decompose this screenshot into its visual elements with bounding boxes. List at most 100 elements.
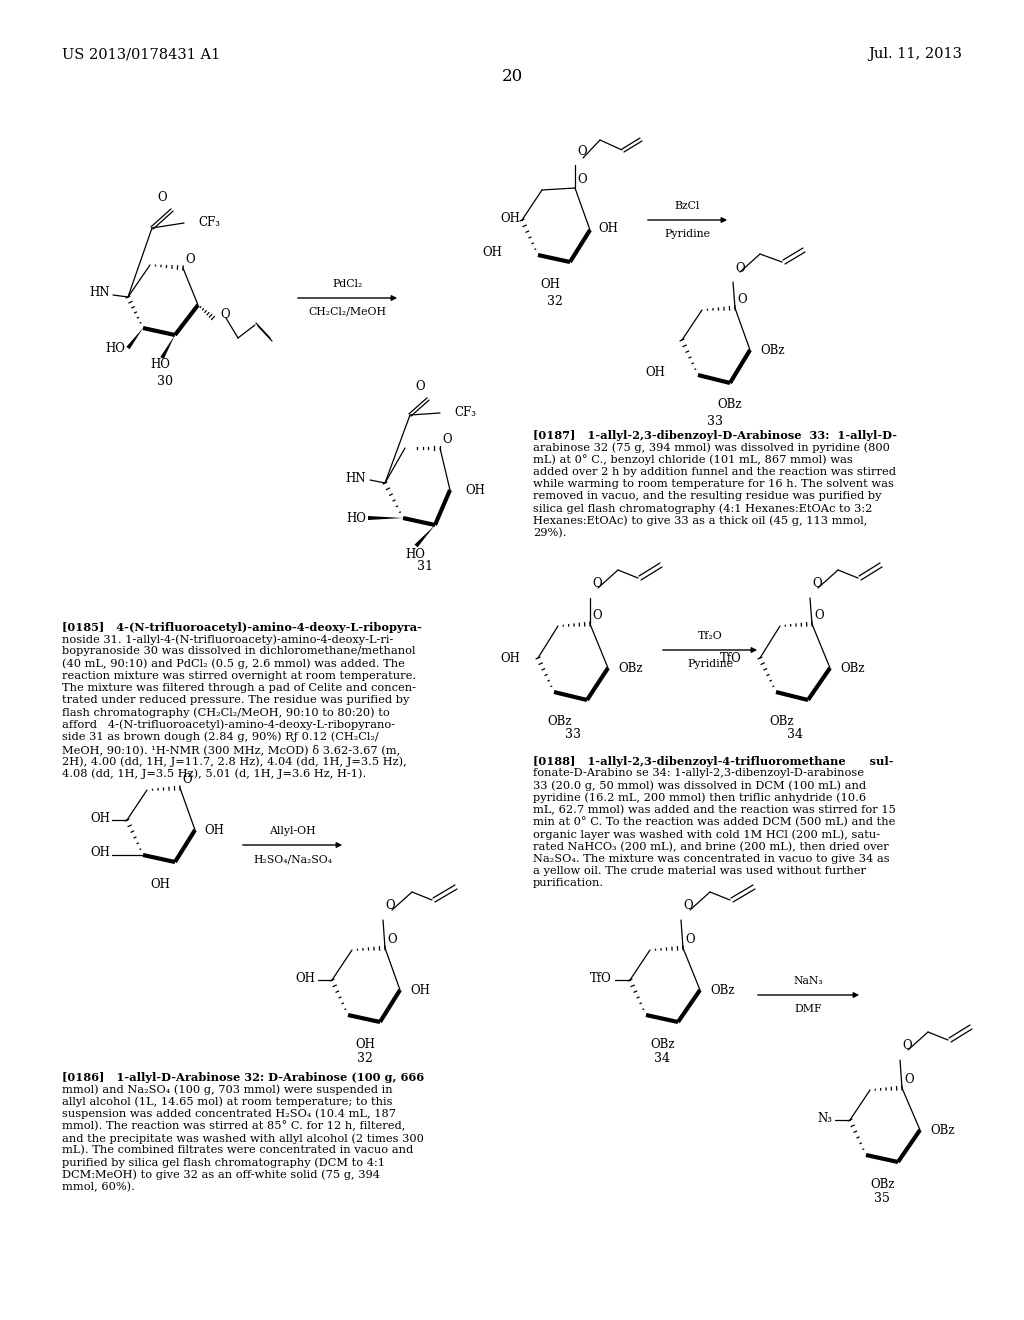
Text: O: O <box>185 253 195 267</box>
Text: O: O <box>385 899 394 912</box>
Text: OH: OH <box>151 878 170 891</box>
Text: (40 mL, 90:10) and PdCl₂ (0.5 g, 2.6 mmol) was added. The: (40 mL, 90:10) and PdCl₂ (0.5 g, 2.6 mmo… <box>62 659 404 669</box>
Text: H₂SO₄/Na₂SO₄: H₂SO₄/Na₂SO₄ <box>253 854 332 865</box>
Text: O: O <box>812 577 821 590</box>
Text: organic layer was washed with cold 1M HCl (200 mL), satu-: organic layer was washed with cold 1M HC… <box>534 829 880 840</box>
Text: HO: HO <box>151 358 170 371</box>
Text: DMF: DMF <box>795 1005 822 1014</box>
Text: CF₃: CF₃ <box>454 407 476 420</box>
Text: afford   4-(N-trifluoroacetyl)-amino-4-deoxy-L-ribopyrano-: afford 4-(N-trifluoroacetyl)-amino-4-deo… <box>62 719 395 730</box>
Text: purified by silica gel flash chromatography (DCM to 4:1: purified by silica gel flash chromatogra… <box>62 1158 385 1168</box>
Text: OH: OH <box>90 812 110 825</box>
Text: O: O <box>592 609 602 622</box>
Text: mmol, 60%).: mmol, 60%). <box>62 1181 135 1192</box>
Text: TfO: TfO <box>720 652 742 664</box>
Text: O: O <box>577 173 587 186</box>
Text: 34: 34 <box>654 1052 670 1065</box>
Text: OBz: OBz <box>718 399 742 411</box>
Text: HN: HN <box>345 471 366 484</box>
Polygon shape <box>415 525 435 548</box>
Text: HN: HN <box>89 286 110 300</box>
Text: OBz: OBz <box>650 1038 675 1051</box>
Text: purification.: purification. <box>534 878 604 888</box>
Text: OBz: OBz <box>870 1177 895 1191</box>
Text: a yellow oil. The crude material was used without further: a yellow oil. The crude material was use… <box>534 866 866 875</box>
Text: CH₂Cl₂/MeOH: CH₂Cl₂/MeOH <box>308 308 386 317</box>
Text: O: O <box>902 1039 911 1052</box>
Text: [0188]   1-allyl-2,3-dibenzoyl-4-trifluoromethane      sul-: [0188] 1-allyl-2,3-dibenzoyl-4-trifluoro… <box>534 756 894 767</box>
Text: rated NaHCO₃ (200 mL), and brine (200 mL), then dried over: rated NaHCO₃ (200 mL), and brine (200 mL… <box>534 841 889 851</box>
Text: removed in vacuo, and the resulting residue was purified by: removed in vacuo, and the resulting resi… <box>534 491 882 502</box>
Polygon shape <box>126 327 143 350</box>
Text: OH: OH <box>500 652 520 664</box>
Text: suspension was added concentrated H₂SO₄ (10.4 mL, 187: suspension was added concentrated H₂SO₄ … <box>62 1109 396 1119</box>
Text: OH: OH <box>500 211 520 224</box>
Text: OH: OH <box>90 846 110 859</box>
Text: 33: 33 <box>565 729 581 741</box>
Text: 35: 35 <box>874 1192 890 1205</box>
Text: OH: OH <box>482 246 502 259</box>
Text: 32: 32 <box>357 1052 373 1065</box>
Text: NaN₃: NaN₃ <box>794 975 823 986</box>
Text: O: O <box>387 933 396 946</box>
Text: PdCl₂: PdCl₂ <box>333 279 362 289</box>
Text: [0186]   1-allyl-D-Arabinose 32: D-Arabinose (100 g, 666: [0186] 1-allyl-D-Arabinose 32: D-Arabino… <box>62 1072 424 1082</box>
Text: O: O <box>592 577 602 590</box>
Text: O: O <box>182 774 191 785</box>
Text: pyridine (16.2 mL, 200 mmol) then triflic anhydride (10.6: pyridine (16.2 mL, 200 mmol) then trifli… <box>534 792 866 803</box>
Text: OBz: OBz <box>760 343 784 356</box>
Text: BzCl: BzCl <box>675 201 700 211</box>
Text: O: O <box>442 433 452 446</box>
Text: OBz: OBz <box>548 715 572 729</box>
Text: 30: 30 <box>157 375 173 388</box>
Text: 2H), 4.00 (dd, 1H, J=11.7, 2.8 Hz), 4.04 (dd, 1H, J=3.5 Hz),: 2H), 4.00 (dd, 1H, J=11.7, 2.8 Hz), 4.04… <box>62 756 407 767</box>
Text: OBz: OBz <box>710 983 734 997</box>
Text: O: O <box>683 899 692 912</box>
Text: O: O <box>415 380 425 393</box>
Text: 33: 33 <box>707 414 723 428</box>
Text: O: O <box>735 261 744 275</box>
Text: O: O <box>814 609 823 622</box>
Text: 31: 31 <box>417 560 433 573</box>
Polygon shape <box>368 516 403 520</box>
Text: OH: OH <box>645 367 665 380</box>
Text: The mixture was filtered through a pad of Celite and concen-: The mixture was filtered through a pad o… <box>62 682 416 693</box>
Text: HO: HO <box>105 342 125 355</box>
Polygon shape <box>161 335 175 359</box>
Text: CF₃: CF₃ <box>198 216 220 230</box>
Text: DCM:MeOH) to give 32 as an off-white solid (75 g, 394: DCM:MeOH) to give 32 as an off-white sol… <box>62 1170 380 1180</box>
Text: 29%).: 29%). <box>534 528 566 539</box>
Text: O: O <box>158 191 167 205</box>
Text: OH: OH <box>465 483 485 496</box>
Text: OBz: OBz <box>618 661 642 675</box>
Text: US 2013/0178431 A1: US 2013/0178431 A1 <box>62 48 220 61</box>
Text: O: O <box>577 145 587 158</box>
Text: 4.08 (dd, 1H, J=3.5 Hz), 5.01 (d, 1H, J=3.6 Hz, H-1).: 4.08 (dd, 1H, J=3.5 Hz), 5.01 (d, 1H, J=… <box>62 768 367 779</box>
Text: O: O <box>685 933 694 946</box>
Text: OBz: OBz <box>930 1123 954 1137</box>
Text: Allyl-OH: Allyl-OH <box>269 826 315 836</box>
Text: Pyridine: Pyridine <box>687 659 733 669</box>
Text: silica gel flash chromatography (4:1 Hexanes:EtOAc to 3:2: silica gel flash chromatography (4:1 Hex… <box>534 503 872 513</box>
Text: fonate-D-Arabino se 34: 1-allyl-2,3-dibenzoyl-D-arabinose: fonate-D-Arabino se 34: 1-allyl-2,3-dibe… <box>534 768 864 779</box>
Text: [0187]   1-allyl-2,3-dibenzoyl-D-Arabinose  33:  1-allyl-D-: [0187] 1-allyl-2,3-dibenzoyl-D-Arabinose… <box>534 430 897 441</box>
Text: noside 31. 1-allyl-4-(N-trifluoroacety)-amino-4-deoxy-L-ri-: noside 31. 1-allyl-4-(N-trifluoroacety)-… <box>62 634 393 644</box>
Text: 20: 20 <box>502 69 522 84</box>
Text: 33 (20.0 g, 50 mmol) was dissolved in DCM (100 mL) and: 33 (20.0 g, 50 mmol) was dissolved in DC… <box>534 780 866 791</box>
Text: Na₂SO₄. The mixture was concentrated in vacuo to give 34 as: Na₂SO₄. The mixture was concentrated in … <box>534 854 890 863</box>
Text: Hexanes:EtOAc) to give 33 as a thick oil (45 g, 113 mmol,: Hexanes:EtOAc) to give 33 as a thick oil… <box>534 515 867 525</box>
Text: OH: OH <box>204 824 224 837</box>
Text: Pyridine: Pyridine <box>665 228 711 239</box>
Text: bopyranoside 30 was dissolved in dichloromethane/methanol: bopyranoside 30 was dissolved in dichlor… <box>62 647 416 656</box>
Text: mmol) and Na₂SO₄ (100 g, 703 mmol) were suspended in: mmol) and Na₂SO₄ (100 g, 703 mmol) were … <box>62 1084 392 1094</box>
Text: HO: HO <box>406 548 425 561</box>
Text: mL). The combined filtrates were concentrated in vacuo and: mL). The combined filtrates were concent… <box>62 1146 414 1155</box>
Text: N₃: N₃ <box>817 1111 831 1125</box>
Text: flash chromatography (CH₂Cl₂/MeOH, 90:10 to 80:20) to: flash chromatography (CH₂Cl₂/MeOH, 90:10… <box>62 708 390 718</box>
Text: reaction mixture was stirred overnight at room temperature.: reaction mixture was stirred overnight a… <box>62 671 416 681</box>
Text: side 31 as brown dough (2.84 g, 90%) Rƒ 0.12 (CH₂Cl₂/: side 31 as brown dough (2.84 g, 90%) Rƒ … <box>62 731 379 742</box>
Text: mmol). The reaction was stirred at 85° C. for 12 h, filtered,: mmol). The reaction was stirred at 85° C… <box>62 1121 406 1131</box>
Text: OH: OH <box>598 222 617 235</box>
Text: 34: 34 <box>787 729 803 741</box>
Text: while warming to room temperature for 16 h. The solvent was: while warming to room temperature for 16… <box>534 479 894 488</box>
